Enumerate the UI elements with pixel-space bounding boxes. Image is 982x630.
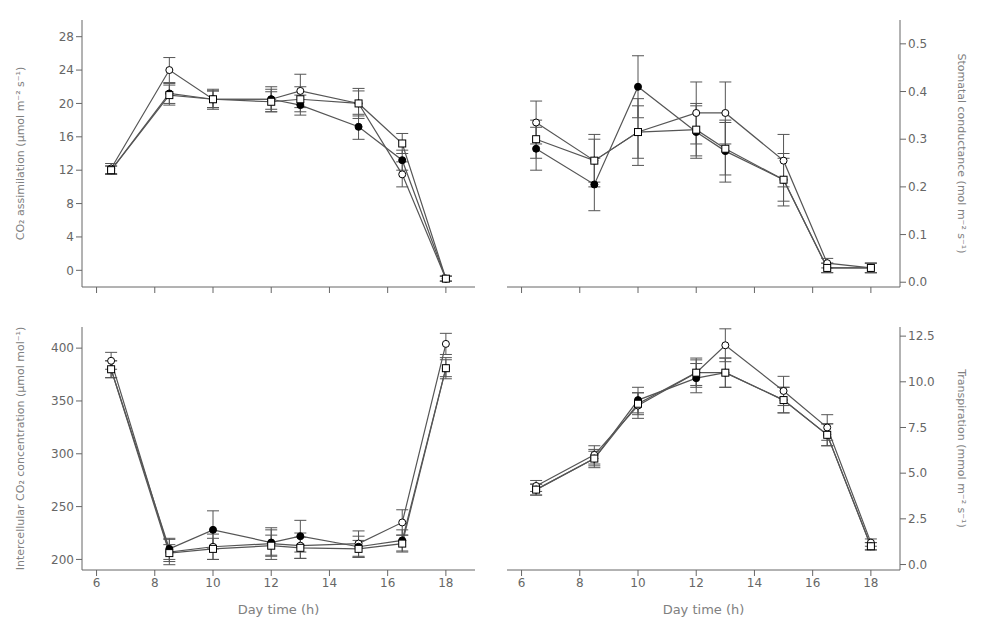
svg-text:14: 14 [322, 576, 337, 590]
svg-text:28: 28 [59, 30, 74, 44]
svg-text:16: 16 [59, 130, 74, 144]
svg-text:12: 12 [689, 576, 704, 590]
svg-text:Stomatal conductance (mol m⁻²: Stomatal conductance (mol m⁻² s⁻¹) [955, 53, 968, 253]
svg-text:20: 20 [59, 97, 74, 111]
svg-text:12.5: 12.5 [908, 329, 935, 343]
svg-text:10.0: 10.0 [908, 375, 935, 389]
svg-text:Day time (h): Day time (h) [663, 602, 745, 617]
svg-text:12: 12 [264, 576, 279, 590]
svg-text:Intercellular CO₂ concentratio: Intercellular CO₂ concentration (μmol mo… [14, 327, 27, 571]
svg-text:0.3: 0.3 [908, 132, 927, 146]
svg-text:8: 8 [66, 197, 74, 211]
svg-text:0.0: 0.0 [908, 558, 927, 572]
svg-text:350: 350 [51, 394, 74, 408]
svg-text:8: 8 [151, 576, 159, 590]
svg-text:24: 24 [59, 63, 74, 77]
svg-text:400: 400 [51, 341, 74, 355]
svg-text:0: 0 [66, 264, 74, 278]
svg-text:5.0: 5.0 [908, 466, 927, 480]
svg-text:250: 250 [51, 500, 74, 514]
svg-text:2.5: 2.5 [908, 512, 927, 526]
svg-text:CO₂ assimilation (μmol m⁻² s⁻¹: CO₂ assimilation (μmol m⁻² s⁻¹) [14, 67, 27, 241]
svg-text:7.5: 7.5 [908, 421, 927, 435]
svg-text:300: 300 [51, 447, 74, 461]
svg-text:10: 10 [630, 576, 645, 590]
svg-text:0.5: 0.5 [908, 37, 927, 51]
svg-text:6: 6 [518, 576, 526, 590]
svg-text:0.2: 0.2 [908, 180, 927, 194]
svg-text:12: 12 [59, 163, 74, 177]
svg-text:14: 14 [747, 576, 762, 590]
svg-text:Day time (h): Day time (h) [238, 602, 320, 617]
svg-text:16: 16 [805, 576, 820, 590]
svg-text:200: 200 [51, 553, 74, 567]
svg-text:6: 6 [93, 576, 101, 590]
svg-text:0.1: 0.1 [908, 228, 927, 242]
svg-text:8: 8 [576, 576, 584, 590]
svg-text:16: 16 [380, 576, 395, 590]
svg-text:0.4: 0.4 [908, 85, 927, 99]
svg-text:0.0: 0.0 [908, 275, 927, 289]
svg-text:4: 4 [66, 230, 74, 244]
svg-text:18: 18 [438, 576, 453, 590]
svg-text:10: 10 [205, 576, 220, 590]
svg-text:Transpiration (mmol m⁻² s⁻¹): Transpiration (mmol m⁻² s⁻¹) [955, 368, 968, 528]
svg-text:18: 18 [863, 576, 878, 590]
